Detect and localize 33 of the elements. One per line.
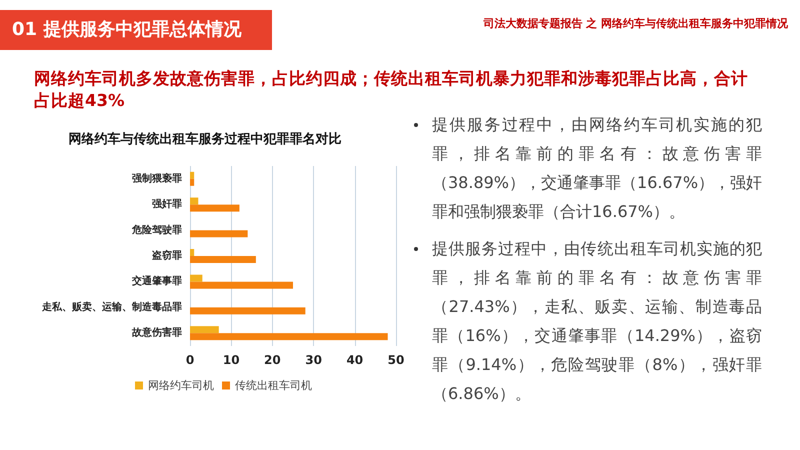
y-tick-label: 走私、贩卖、运输、制造毒品罪 [41,300,182,313]
text: 提供服务过程中，由网络约车司机实施的犯罪，排名靠前的罪名有：故意伤害罪（38.89%），交通肇事罪（16.67%），强奸罪和强制猥亵罪（合计16.67%）。 [432,114,762,223]
legend-label: 网络约车司机 [148,379,214,392]
x-tick-label: 40 [346,353,364,367]
text: 01 提供服务中犯罪总体情况 [0,10,272,50]
bar [190,230,248,238]
bar [190,282,293,289]
text: 司法大数据专题报告 之 网络约车与传统出租车服务中犯罪情况 [483,16,788,31]
bar [190,204,240,212]
y-tick-label: 交通肇事罪 [131,275,182,288]
y-tick-label: 强奸罪 [152,198,182,210]
bar [190,178,194,186]
text: 提供服务过程中，由传统出租车司机实施的犯罪，排名靠前的罪名有：故意伤害罪（27.43%），走私、贩卖、运输、制造毒品罪（16%），交通肇事罪（14.29%），盗窃罪（9.14%），危险驾驶罪（8%），强奸罪（6.86%）。 [432,238,762,405]
x-tick-label: 30 [305,353,322,367]
bar [190,274,202,282]
bar [190,198,198,205]
bar [190,172,194,179]
x-tick-label: 0 [186,353,194,367]
y-tick-label: 盗窃罪 [152,250,182,262]
bar [190,249,194,256]
x-tick-label: 20 [264,353,281,367]
x-tick-label: 50 [388,353,404,367]
chart-title: 网络约车与传统出租车服务过程中犯罪罪名对比 [68,131,342,147]
bar [190,333,388,340]
bar [190,326,219,334]
x-tick-label: 10 [222,353,240,367]
text: 网络约车司机多发故意伤害罪，占比约四成；传统出租车司机暴力犯罪和涉毒犯罪占比高，合计占比超43% [34,68,749,112]
y-tick-label: 危险驾驶罪 [131,224,182,236]
bar [190,307,306,314]
bar [190,256,256,263]
y-tick-label: 强制猥亵罪 [132,172,182,184]
y-tick-label: 故意伤害罪 [131,326,182,339]
legend-label: 传统出租车司机 [235,379,312,392]
